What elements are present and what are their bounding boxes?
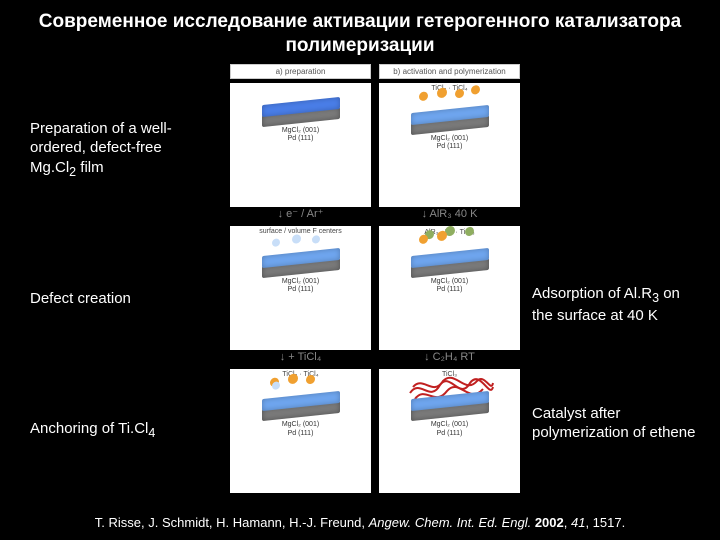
figure-area: a) preparation MgCl₂ (001) Pd (111) ↓ e⁻…	[230, 64, 520, 494]
label-catalyst-after: Catalyst after polymerization of ethene	[532, 404, 702, 443]
label-defect-creation: Defect creation	[30, 289, 205, 309]
panel-a3: TiCl₃ · TiCl₄ MgCl₂ (001) Pd (111)	[230, 369, 371, 493]
panel-a1: MgCl₂ (001) Pd (111)	[230, 83, 371, 207]
figure-col-b: b) activation and polymerization TiCl₃ ·…	[379, 64, 520, 494]
arrow-a23: ↓ + TiCl₄	[230, 352, 371, 363]
slab-label: MgCl₂ (001) Pd (111)	[382, 278, 517, 295]
arrow-a12: ↓ e⁻ / Ar⁺	[230, 209, 371, 220]
panel-b2: AlR₃ · R⁻ · TiCl₃ MgCl₂ (001)	[379, 226, 520, 350]
slab-label: MgCl₂ (001) Pd (111)	[382, 135, 517, 152]
slab-label: MgCl₂ (001) Pd (111)	[233, 421, 368, 438]
col-a-header: a) preparation	[230, 64, 371, 79]
slab-b1	[411, 104, 489, 134]
label-adsorption: Adsorption of Al.R3 on the surface at 40…	[532, 284, 702, 326]
slab-b2	[411, 248, 489, 278]
slab-a1	[262, 96, 340, 126]
citation: T. Risse, J. Schmidt, H. Hamann, H.-J. F…	[0, 515, 720, 530]
arrow-b23: ↓ C₂H₄ RT	[379, 352, 520, 363]
label-preparation: Preparation of a well-ordered, defect-fr…	[30, 119, 205, 180]
slab-b3	[411, 391, 489, 421]
panel-b3: TiCl₃ MgCl₂ (001) Pd (111)	[379, 369, 520, 493]
panel-a2: surface / volume F centers MgCl₂ (001) P…	[230, 226, 371, 350]
slide-title: Современное исследование активации гетер…	[0, 0, 720, 64]
panel-b1: TiCl₃ · TiCl₄ MgCl₂ (001) Pd (111)	[379, 83, 520, 207]
slab-a2	[262, 248, 340, 278]
col-b-header: b) activation and polymerization	[379, 64, 520, 79]
label-anchoring: Anchoring of Ti.Cl4	[30, 419, 205, 441]
slab-label: MgCl₂ (001) Pd (111)	[233, 127, 368, 144]
stage: Preparation of a well-ordered, defect-fr…	[0, 64, 720, 494]
slab-label: MgCl₂ (001) Pd (111)	[233, 278, 368, 295]
figure-col-a: a) preparation MgCl₂ (001) Pd (111) ↓ e⁻…	[230, 64, 371, 494]
slab-a3	[262, 391, 340, 421]
slab-label: MgCl₂ (001) Pd (111)	[382, 421, 517, 438]
arrow-b12: ↓ AlR₃ 40 K	[379, 209, 520, 220]
